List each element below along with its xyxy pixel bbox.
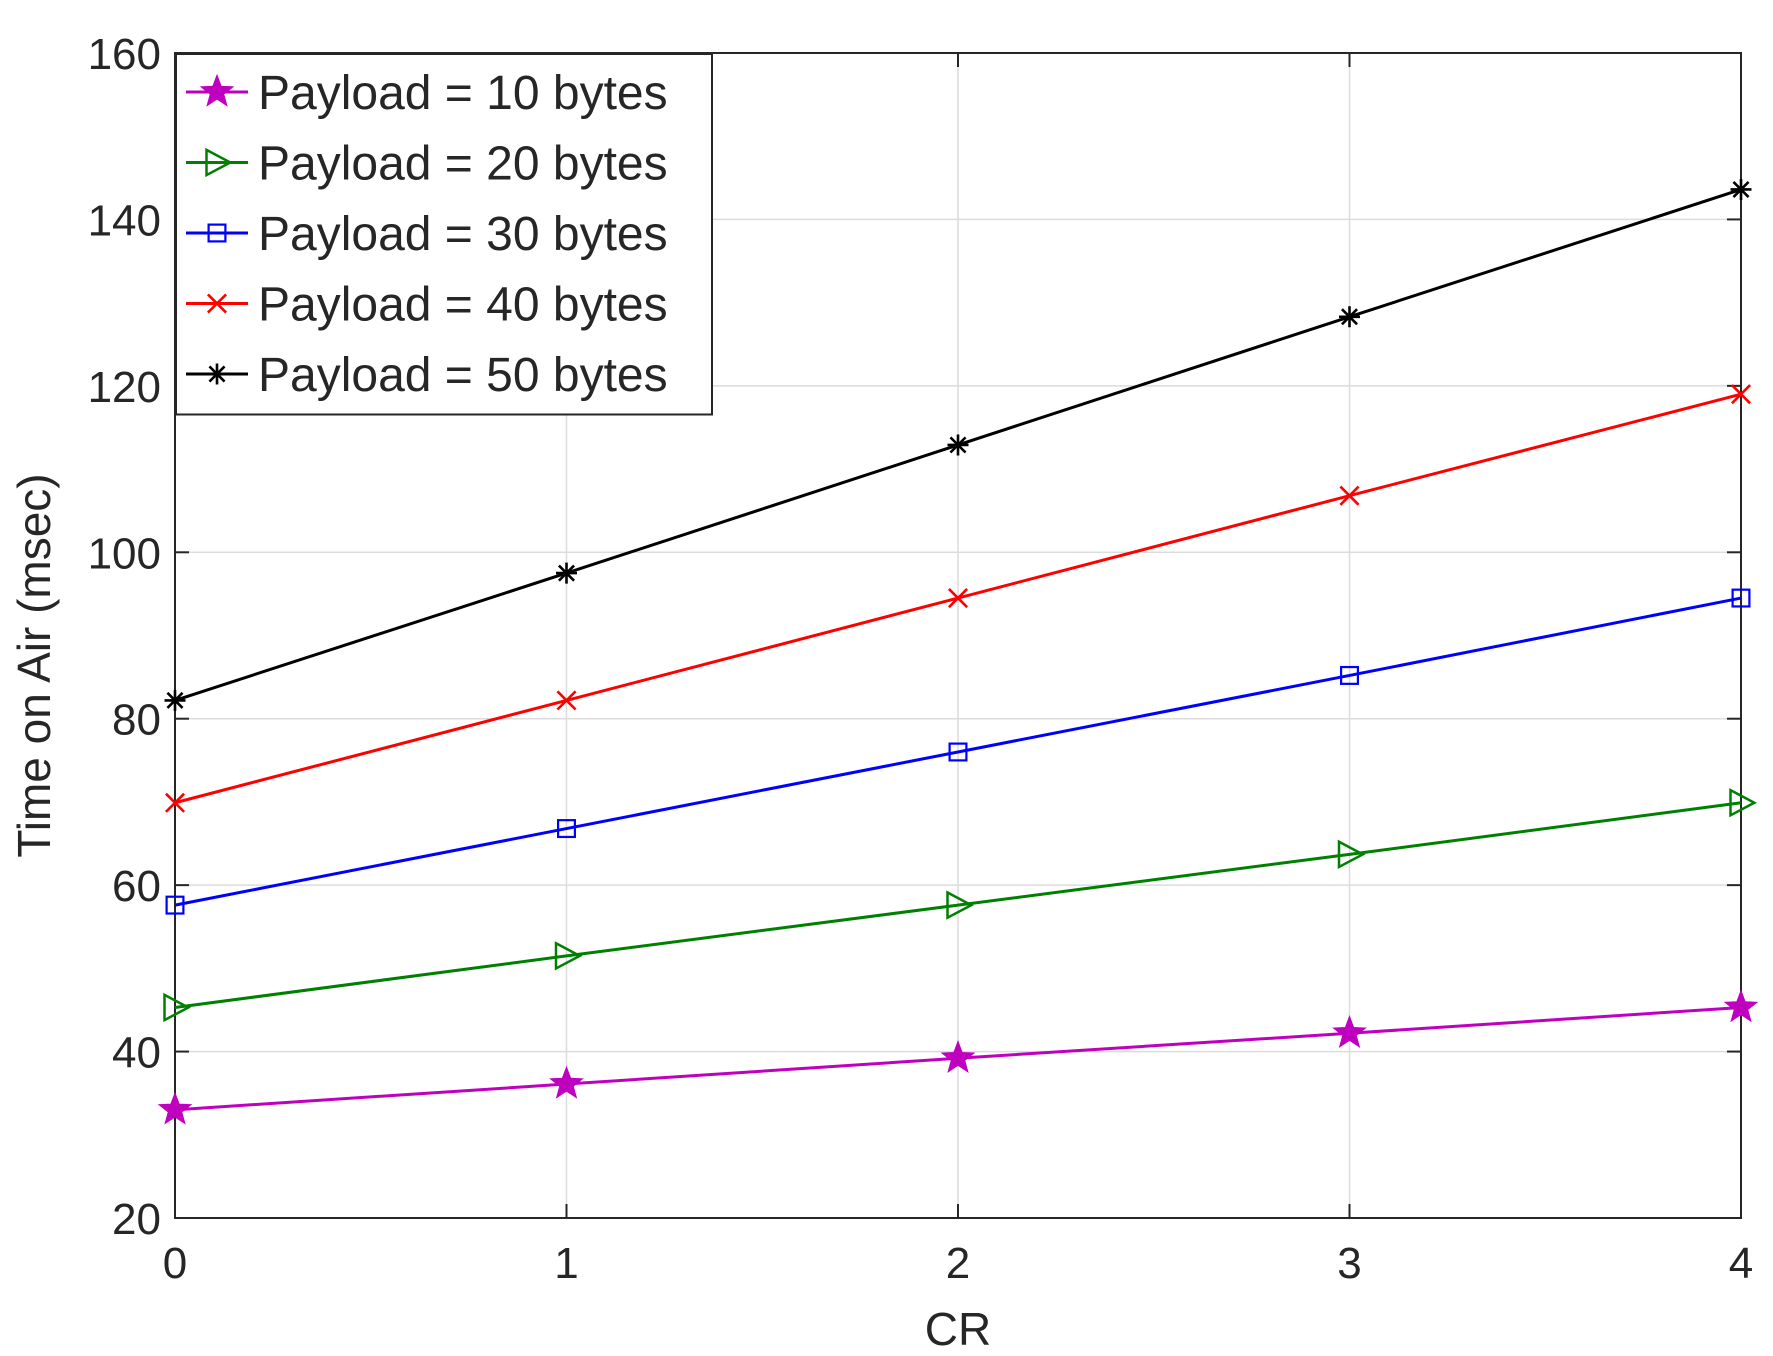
y-axis-title: Time on Air (msec) bbox=[8, 473, 60, 857]
y-tick-label: 80 bbox=[112, 696, 161, 745]
x-axis-title: CR bbox=[925, 1303, 991, 1355]
grid bbox=[174, 52, 1742, 1219]
series bbox=[157, 989, 1759, 1125]
x-tick-label: 2 bbox=[946, 1239, 970, 1288]
data-point-marker bbox=[157, 1091, 193, 1125]
y-tick-label: 160 bbox=[88, 30, 161, 79]
data-point-marker bbox=[1723, 989, 1759, 1023]
data-point-marker bbox=[1339, 665, 1359, 685]
data-point-marker bbox=[556, 819, 576, 839]
series bbox=[164, 384, 1752, 813]
data-point-marker bbox=[1731, 588, 1751, 608]
legend-marker bbox=[205, 147, 233, 178]
data-point-marker bbox=[556, 562, 577, 584]
y-tick-label: 40 bbox=[112, 1029, 161, 1078]
data-point-marker bbox=[1332, 1015, 1367, 1049]
x-tick-label: 3 bbox=[1337, 1239, 1361, 1288]
data-point-marker bbox=[164, 689, 186, 711]
data-point-marker bbox=[165, 895, 185, 915]
legend-label: Payload = 40 bytes bbox=[258, 279, 668, 332]
x-tick-label: 1 bbox=[554, 1239, 578, 1288]
series bbox=[165, 588, 1751, 915]
legend-entry: Payload = 10 bytes bbox=[186, 67, 668, 120]
legend-entry: Payload = 30 bytes bbox=[186, 208, 668, 261]
series bbox=[163, 788, 1757, 1023]
data-point-marker bbox=[948, 742, 968, 762]
data-point-marker bbox=[947, 588, 969, 609]
legend-marker bbox=[199, 73, 235, 107]
series-line bbox=[174, 596, 1742, 907]
data-point-marker bbox=[1339, 485, 1360, 506]
legend: Payload = 10 bytes Payload = 20 bytes Payl… bbox=[175, 53, 713, 416]
x-tick-label: 0 bbox=[163, 1239, 187, 1288]
data-point-marker bbox=[947, 434, 969, 456]
data-point-marker bbox=[946, 890, 974, 920]
x-tick-label: 4 bbox=[1729, 1239, 1753, 1288]
legend-entry: Payload = 50 bytes bbox=[186, 349, 668, 402]
legend-label: Payload = 20 bytes bbox=[258, 138, 668, 191]
legend-marker bbox=[206, 293, 228, 314]
data-point-marker bbox=[549, 1065, 584, 1099]
legend-marker bbox=[206, 363, 228, 385]
series-group bbox=[157, 178, 1759, 1125]
data-point-marker bbox=[1339, 306, 1360, 328]
y-tick-label: 140 bbox=[88, 196, 161, 245]
legend-label: Payload = 30 bytes bbox=[258, 208, 668, 261]
data-point-marker bbox=[1337, 839, 1366, 870]
data-point-marker bbox=[554, 941, 583, 971]
data-point-marker bbox=[163, 992, 191, 1023]
legend-marker bbox=[207, 223, 227, 243]
y-tick-label: 100 bbox=[88, 529, 161, 578]
axis-ticks: 0 1 2 3 4 20 40 60 80 100 120 140 160 bbox=[88, 30, 1754, 1288]
y-tick-label: 60 bbox=[112, 862, 161, 911]
data-point-marker bbox=[1730, 384, 1752, 405]
y-tick-label: 20 bbox=[112, 1195, 161, 1244]
data-point-marker bbox=[556, 690, 577, 711]
legend-entry: Payload = 40 bytes bbox=[186, 279, 668, 332]
legend-label: Payload = 10 bytes bbox=[258, 67, 668, 120]
series-line bbox=[174, 801, 1742, 1009]
data-point-marker bbox=[940, 1039, 976, 1073]
legend-label: Payload = 50 bytes bbox=[258, 349, 668, 402]
data-point-marker bbox=[1730, 178, 1752, 200]
legend-entry: Payload = 20 bytes bbox=[186, 138, 668, 191]
y-tick-label: 120 bbox=[88, 363, 161, 412]
series bbox=[164, 178, 1752, 711]
legend-box bbox=[175, 53, 713, 416]
data-point-marker bbox=[164, 792, 186, 813]
data-point-marker bbox=[1729, 788, 1757, 818]
